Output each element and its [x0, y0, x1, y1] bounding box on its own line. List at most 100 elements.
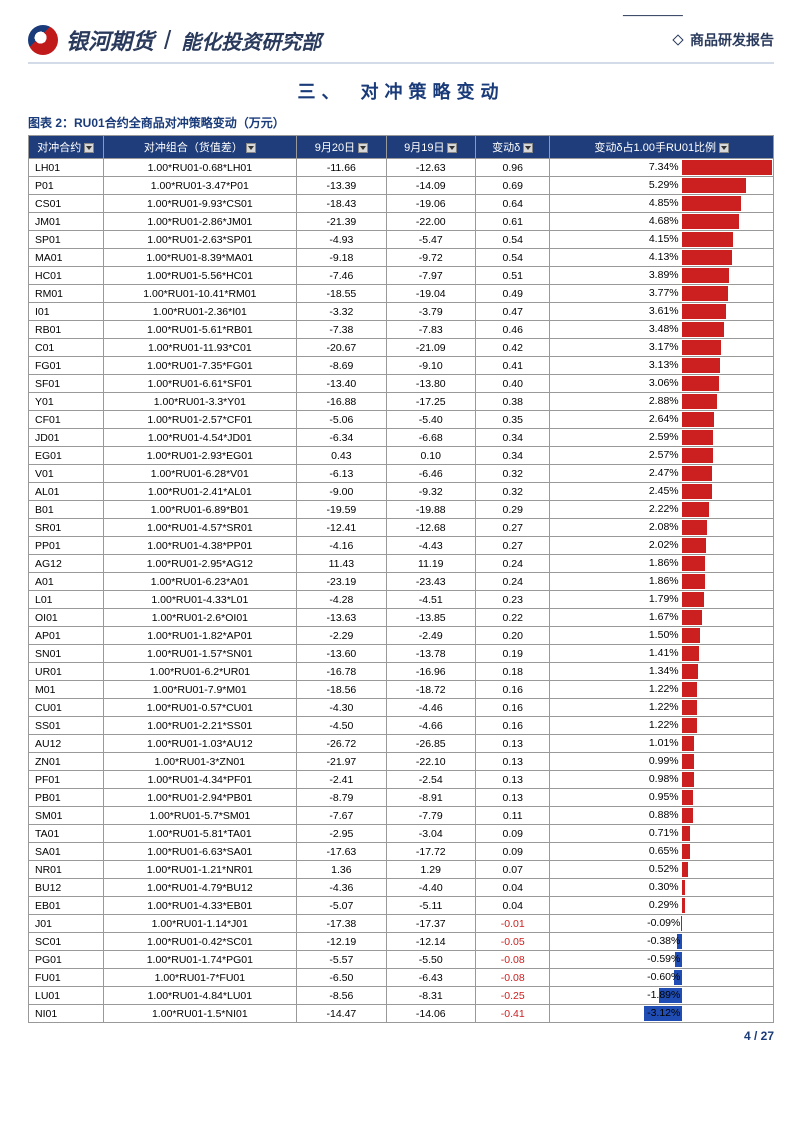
col-contract[interactable]: 对冲合约 — [29, 136, 104, 159]
cell-ratio: 3.06% — [550, 375, 774, 393]
cell-ratio: 1.79% — [550, 591, 774, 609]
cell-combo: 1.00*RU01-7*FU01 — [103, 969, 297, 987]
cell-date2: -5.11 — [386, 897, 475, 915]
cell-delta: 0.20 — [475, 627, 550, 645]
cell-delta: 0.13 — [475, 789, 550, 807]
cell-ratio: 1.22% — [550, 717, 774, 735]
cell-date2: -13.80 — [386, 375, 475, 393]
cell-date1: -2.29 — [297, 627, 386, 645]
cell-date2: -5.40 — [386, 411, 475, 429]
cell-combo: 1.00*RU01-0.68*LH01 — [103, 159, 297, 177]
cell-delta: 0.23 — [475, 591, 550, 609]
cell-date2: -8.91 — [386, 789, 475, 807]
cell-date1: -3.32 — [297, 303, 386, 321]
table-row: A011.00*RU01-6.23*A01-23.19-23.430.241.8… — [29, 573, 774, 591]
cell-combo: 1.00*RU01-5.61*RB01 — [103, 321, 297, 339]
cell-delta: 0.46 — [475, 321, 550, 339]
cell-contract: PF01 — [29, 771, 104, 789]
cell-date1: -9.18 — [297, 249, 386, 267]
cell-delta: 0.35 — [475, 411, 550, 429]
cell-contract: LH01 — [29, 159, 104, 177]
cell-combo: 1.00*RU01-6.2*UR01 — [103, 663, 297, 681]
cell-delta: -0.05 — [475, 933, 550, 951]
cell-date1: -26.72 — [297, 735, 386, 753]
cell-ratio: 0.52% — [550, 861, 774, 879]
col-delta[interactable]: 变动δ — [475, 136, 550, 159]
cell-delta: 0.27 — [475, 519, 550, 537]
table-row: NR011.00*RU01-1.21*NR011.361.290.070.52% — [29, 861, 774, 879]
brand-name: 银河期货 — [66, 24, 154, 56]
table-row: SA011.00*RU01-6.63*SA01-17.63-17.720.090… — [29, 843, 774, 861]
filter-icon[interactable] — [719, 143, 729, 153]
col-ratio[interactable]: 变动δ占1.00手RU01比例 — [550, 136, 774, 159]
cell-contract: M01 — [29, 681, 104, 699]
cell-contract: PB01 — [29, 789, 104, 807]
cell-date1: -4.28 — [297, 591, 386, 609]
cell-date1: -12.41 — [297, 519, 386, 537]
table-row: AU121.00*RU01-1.03*AU12-26.72-26.850.131… — [29, 735, 774, 753]
filter-icon[interactable] — [84, 143, 94, 153]
cell-ratio: 3.77% — [550, 285, 774, 303]
table-row: SC011.00*RU01-0.42*SC01-12.19-12.14-0.05… — [29, 933, 774, 951]
cell-delta: -0.25 — [475, 987, 550, 1005]
table-header-row: 对冲合约 对冲组合（货值差） 9月20日 9月19日 变动δ 变动δ占1.00手… — [29, 136, 774, 159]
filter-icon[interactable] — [447, 143, 457, 153]
cell-delta: 0.42 — [475, 339, 550, 357]
cell-contract: B01 — [29, 501, 104, 519]
cell-date1: -2.95 — [297, 825, 386, 843]
table-row: CU011.00*RU01-0.57*CU01-4.30-4.460.161.2… — [29, 699, 774, 717]
cell-contract: CF01 — [29, 411, 104, 429]
cell-ratio: 5.29% — [550, 177, 774, 195]
col-combo[interactable]: 对冲组合（货值差） — [103, 136, 297, 159]
col-date1[interactable]: 9月20日 — [297, 136, 386, 159]
cell-contract: PP01 — [29, 537, 104, 555]
cell-date2: 1.29 — [386, 861, 475, 879]
cell-delta: 0.04 — [475, 879, 550, 897]
cell-date1: -17.38 — [297, 915, 386, 933]
cell-delta: 0.19 — [475, 645, 550, 663]
table-row: BU121.00*RU01-4.79*BU12-4.36-4.400.040.3… — [29, 879, 774, 897]
cell-combo: 1.00*RU01-6.28*V01 — [103, 465, 297, 483]
cell-date2: -13.78 — [386, 645, 475, 663]
table-row: PB011.00*RU01-2.94*PB01-8.79-8.910.130.9… — [29, 789, 774, 807]
filter-icon[interactable] — [523, 143, 533, 153]
cell-date1: -18.43 — [297, 195, 386, 213]
cell-contract: SN01 — [29, 645, 104, 663]
cell-combo: 1.00*RU01-3.3*Y01 — [103, 393, 297, 411]
cell-delta: 0.09 — [475, 825, 550, 843]
cell-date1: -20.67 — [297, 339, 386, 357]
table-row: PF011.00*RU01-4.34*PF01-2.41-2.540.130.9… — [29, 771, 774, 789]
cell-ratio: 3.89% — [550, 267, 774, 285]
cell-contract: NR01 — [29, 861, 104, 879]
cell-contract: CU01 — [29, 699, 104, 717]
cell-date1: -8.56 — [297, 987, 386, 1005]
cell-date2: -22.10 — [386, 753, 475, 771]
cell-delta: -0.08 — [475, 951, 550, 969]
cell-contract: BU12 — [29, 879, 104, 897]
cell-ratio: 2.64% — [550, 411, 774, 429]
cell-combo: 1.00*RU01-2.57*CF01 — [103, 411, 297, 429]
cell-date1: -8.69 — [297, 357, 386, 375]
header-bar: 银河期货 / 能化投资研究部 商品研发报告 — [28, 20, 774, 64]
cell-date1: -5.06 — [297, 411, 386, 429]
cell-delta: 0.96 — [475, 159, 550, 177]
cell-delta: 0.09 — [475, 843, 550, 861]
cell-date1: -14.47 — [297, 1005, 386, 1023]
cell-ratio: 0.99% — [550, 753, 774, 771]
cell-date1: -8.79 — [297, 789, 386, 807]
cell-date2: -18.72 — [386, 681, 475, 699]
cell-delta: 0.16 — [475, 699, 550, 717]
cell-delta: 0.18 — [475, 663, 550, 681]
cell-combo: 1.00*RU01-1.74*PG01 — [103, 951, 297, 969]
cell-combo: 1.00*RU01-5.56*HC01 — [103, 267, 297, 285]
filter-icon[interactable] — [358, 143, 368, 153]
cell-date2: -17.72 — [386, 843, 475, 861]
table-row: JD011.00*RU01-4.54*JD01-6.34-6.680.342.5… — [29, 429, 774, 447]
cell-contract: JM01 — [29, 213, 104, 231]
filter-icon[interactable] — [246, 143, 256, 153]
cell-contract: Y01 — [29, 393, 104, 411]
cell-contract: NI01 — [29, 1005, 104, 1023]
cell-delta: 0.13 — [475, 753, 550, 771]
col-date2[interactable]: 9月19日 — [386, 136, 475, 159]
cell-delta: 0.24 — [475, 573, 550, 591]
